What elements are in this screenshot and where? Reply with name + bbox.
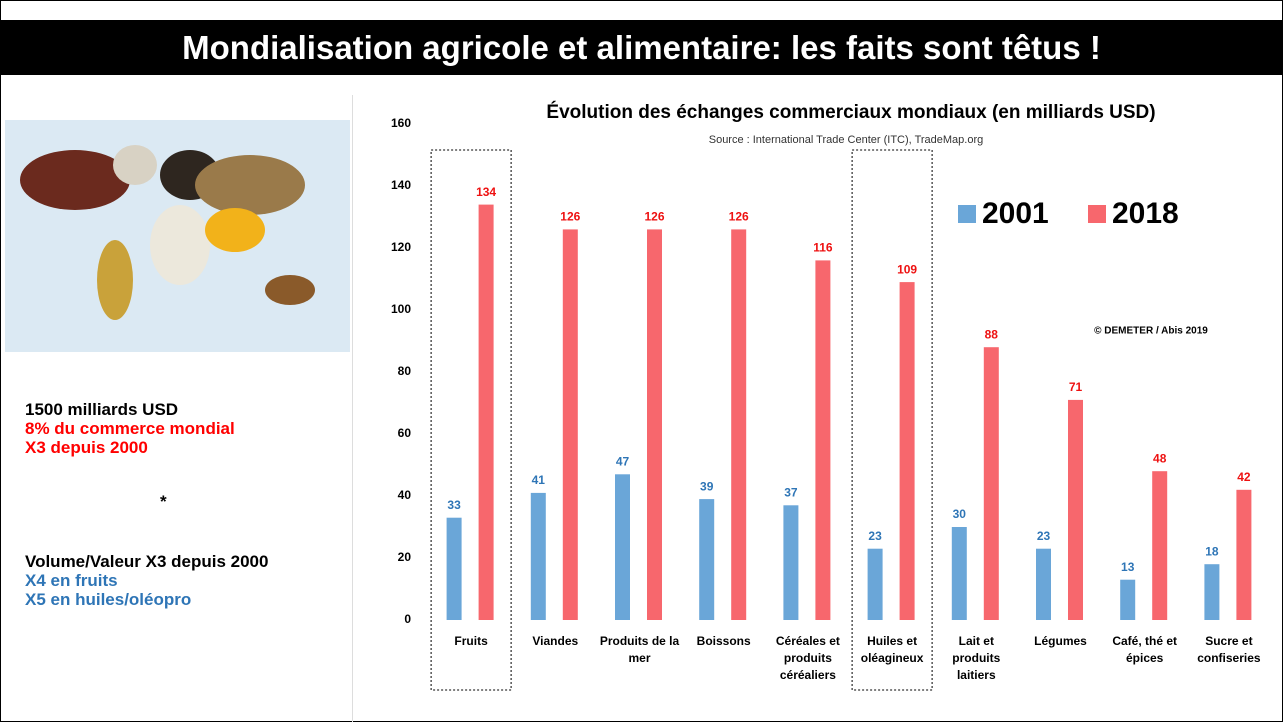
x-tick-label: Viandes (532, 634, 579, 648)
note-line: X3 depuis 2000 (25, 438, 148, 457)
bar (783, 505, 799, 620)
bar (478, 204, 494, 620)
x-tick-label: Céréales et produits céréaliers (775, 634, 840, 682)
y-tick-label: 160 (391, 116, 411, 130)
note-line: Volume/Valeur X3 depuis 2000 (25, 552, 269, 571)
x-tick-label: Légumes (1034, 634, 1087, 648)
y-tick-label: 80 (398, 364, 412, 378)
note-line: X5 en huiles/oléopro (25, 590, 192, 609)
y-tick-label: 120 (391, 240, 411, 254)
value-label: 126 (644, 210, 664, 224)
value-label: 116 (813, 241, 833, 255)
y-tick-label: 60 (398, 426, 412, 440)
chart-title: Évolution des échanges commerciaux mondi… (546, 101, 1155, 123)
highlight-box (851, 149, 933, 691)
value-label: 126 (560, 210, 580, 224)
bar (647, 229, 662, 620)
x-tick-label: Sucre et confiseries (1197, 634, 1261, 665)
value-label: 18 (1205, 544, 1219, 558)
bar (562, 229, 578, 620)
note-line: 1500 milliards USD (25, 400, 179, 419)
value-label: 23 (868, 529, 882, 543)
value-label: 13 (1121, 560, 1135, 574)
y-tick-label: 140 (391, 178, 411, 192)
value-label: 37 (784, 485, 798, 499)
y-tick-label: 20 (398, 550, 412, 564)
chart-area: Évolution des échanges commerciaux mondi… (352, 95, 1283, 722)
highlight-box (430, 149, 512, 691)
value-label: 48 (1153, 451, 1167, 465)
bar (951, 527, 967, 620)
value-label: 134 (476, 185, 496, 199)
y-tick-label: 0 (404, 612, 411, 626)
value-label: 88 (985, 327, 999, 341)
bar (1236, 489, 1252, 620)
bar (867, 548, 883, 620)
value-label: 42 (1237, 470, 1251, 484)
legend-swatch (1088, 205, 1106, 223)
y-tick-label: 100 (391, 302, 411, 316)
chart: Évolution des échanges commerciaux mondi… (391, 101, 1252, 691)
bar (1152, 471, 1168, 620)
value-label: 47 (616, 454, 630, 468)
bar (815, 260, 831, 620)
value-label: 23 (1037, 529, 1051, 543)
note-separator: * (160, 492, 167, 511)
bar (530, 492, 546, 620)
x-tick-label: Lait et produits laitiers (952, 634, 1001, 682)
value-label: 41 (532, 473, 546, 487)
value-label: 30 (953, 507, 967, 521)
bar (731, 229, 747, 620)
bar (983, 347, 999, 620)
value-label: 126 (729, 210, 749, 224)
bar (1204, 564, 1220, 620)
value-label: 39 (700, 479, 714, 493)
chart-subtitle: Source : International Trade Center (ITC… (709, 134, 984, 146)
note-line: 8% du commerce mondial (25, 419, 235, 438)
legend-swatch (958, 205, 976, 223)
bar (1036, 548, 1051, 620)
legend-label: 2001 (982, 197, 1049, 230)
x-tick-label: Huiles et oléagineux (860, 634, 924, 665)
note-line: X4 en fruits (25, 571, 118, 590)
value-label: 71 (1069, 380, 1083, 394)
bar (446, 517, 462, 620)
x-tick-label: Café, thé et épices (1112, 634, 1178, 665)
world-map-image (5, 120, 350, 352)
bar (699, 499, 715, 620)
copyright: © DEMETER / Abis 2019 (1094, 326, 1208, 337)
value-label: 109 (897, 262, 917, 276)
x-tick-label: Fruits (454, 634, 488, 648)
y-tick-label: 40 (398, 488, 412, 502)
x-tick-label: Produits de la mer (599, 634, 680, 665)
bar (1068, 399, 1083, 620)
bar (899, 282, 915, 620)
value-label: 33 (447, 498, 461, 512)
slide-title: Mondialisation agricole et alimentaire: … (0, 20, 1283, 75)
x-tick-label: Boissons (696, 634, 751, 648)
bar (1120, 579, 1136, 620)
legend-label: 2018 (1112, 197, 1179, 230)
bar (615, 474, 630, 620)
